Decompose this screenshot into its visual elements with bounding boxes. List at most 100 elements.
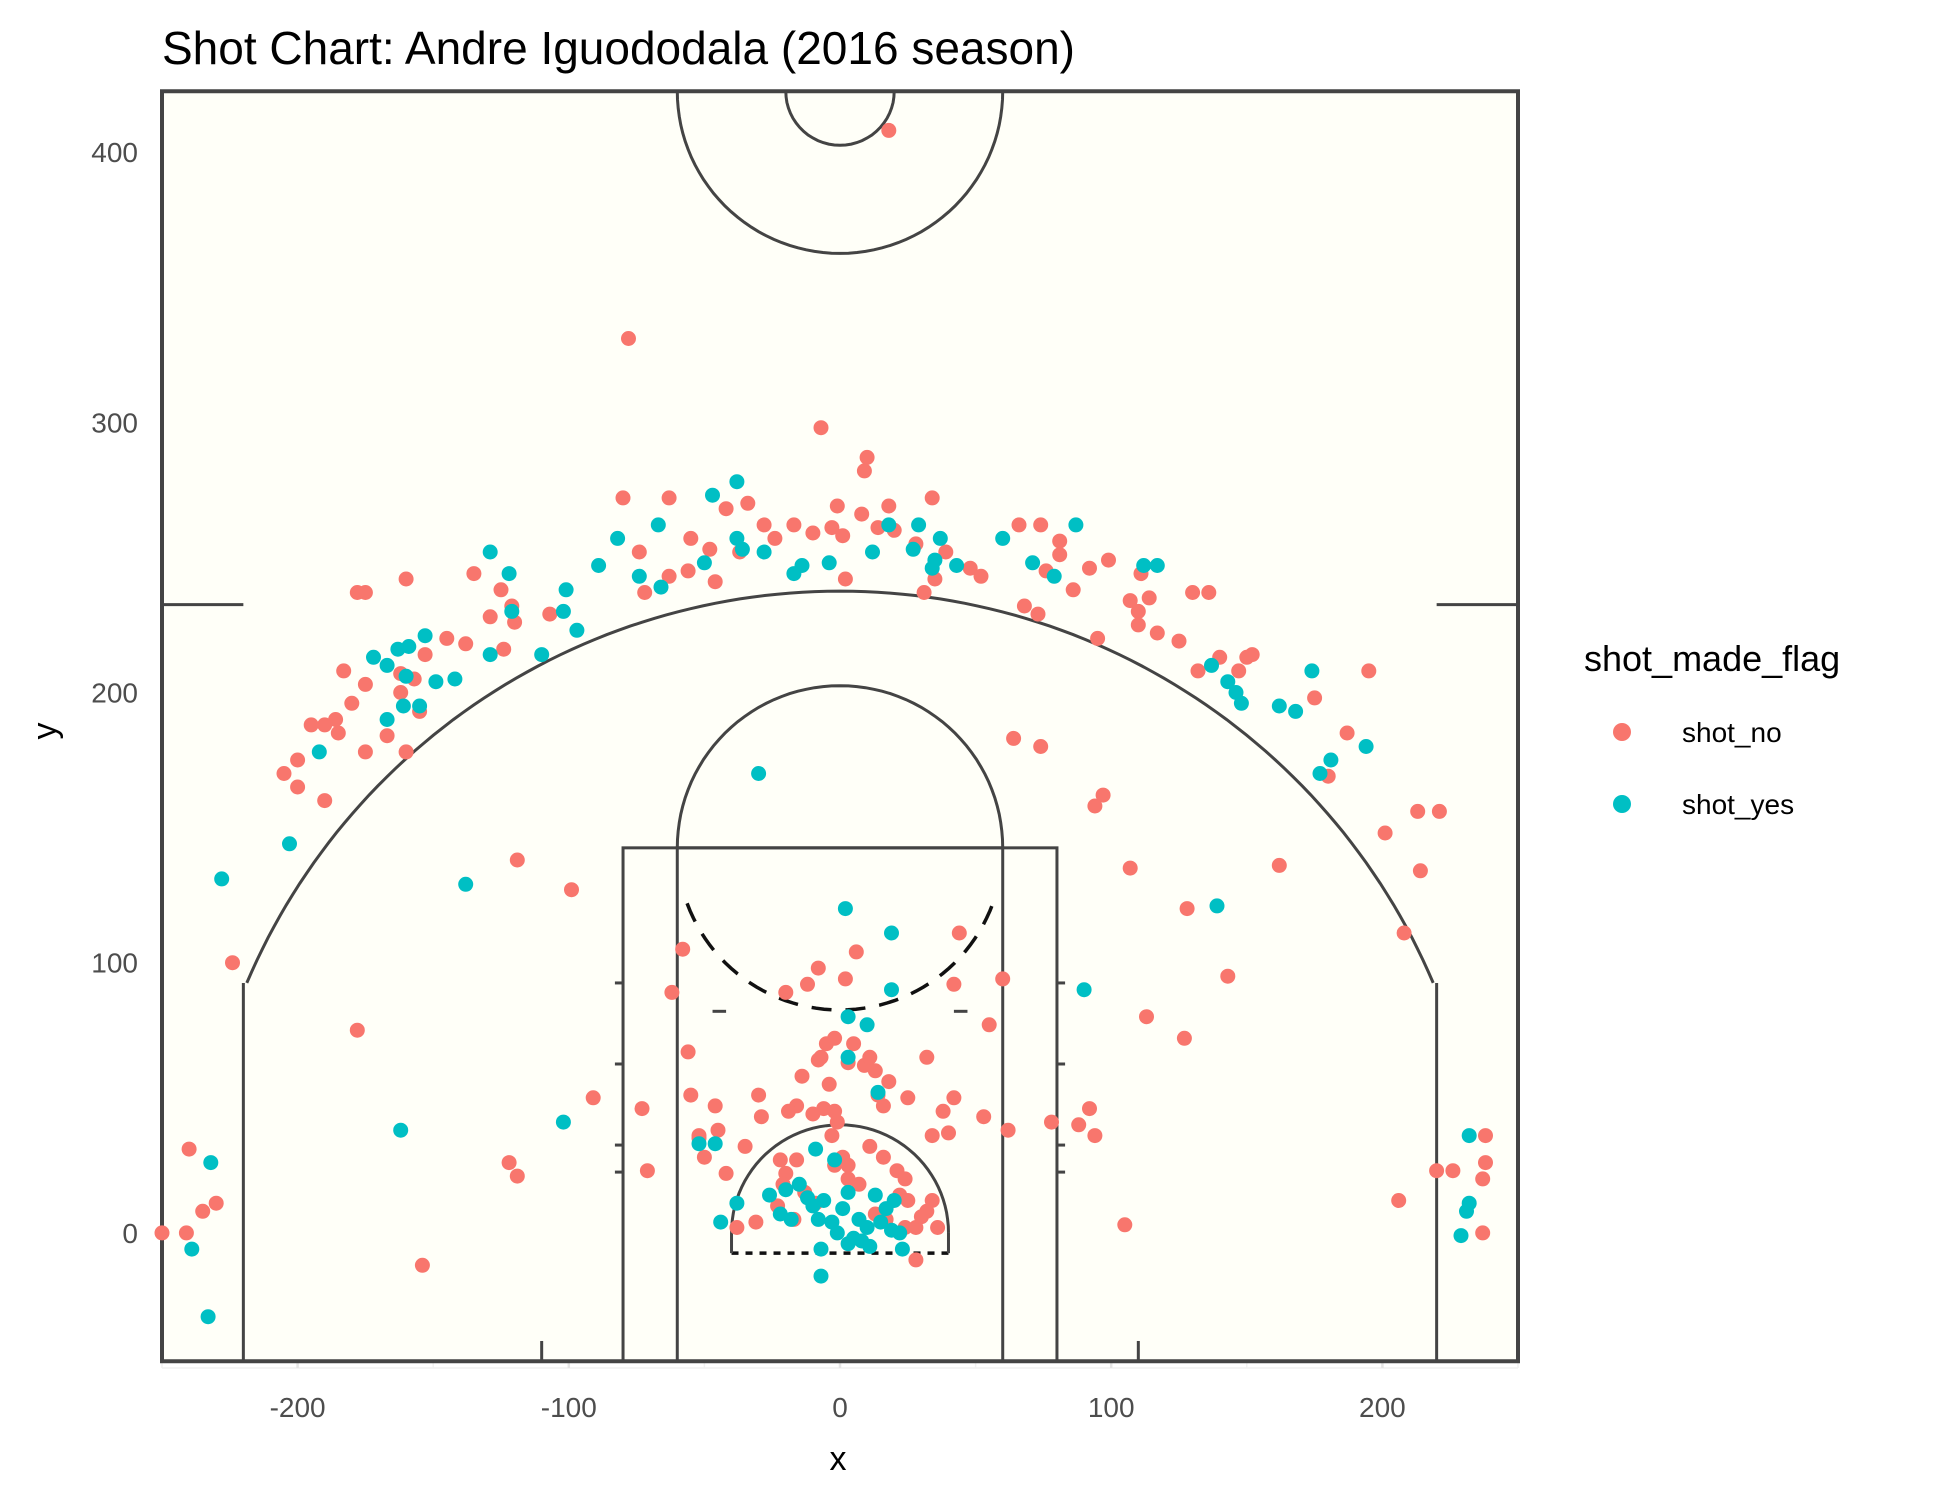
shot-point-made — [884, 982, 899, 997]
shot-point-made — [735, 542, 750, 557]
shot-point-missed — [1123, 861, 1138, 876]
shot-point-missed — [1391, 1193, 1406, 1208]
shot-point-missed — [1096, 788, 1111, 803]
shot-point-made — [447, 672, 462, 687]
shot-point-missed — [182, 1142, 197, 1157]
shot-point-missed — [781, 1104, 796, 1119]
shot-point-made — [811, 1212, 826, 1227]
shot-point-made — [792, 1177, 807, 1192]
shot-point-missed — [1031, 607, 1046, 622]
shot-point-missed — [350, 1023, 365, 1038]
shot-point-made — [1304, 663, 1319, 678]
shot-point-made — [214, 871, 229, 886]
shot-point-missed — [1429, 1163, 1444, 1178]
y-tick-label: 300 — [91, 407, 138, 438]
shot-point-missed — [681, 1044, 696, 1059]
x-tick-label: 200 — [1359, 1392, 1406, 1423]
shot-point-missed — [719, 501, 734, 516]
shot-point-missed — [1478, 1128, 1493, 1143]
shot-point-missed — [773, 1152, 788, 1167]
shot-point-made — [887, 1193, 902, 1208]
shot-point-missed — [640, 1163, 655, 1178]
x-tick-label: -200 — [270, 1392, 326, 1423]
shot-point-missed — [277, 766, 292, 781]
shot-point-missed — [925, 490, 940, 505]
shot-point-made — [393, 1123, 408, 1138]
shot-point-missed — [1066, 582, 1081, 597]
shot-point-made — [757, 545, 772, 560]
shot-point-missed — [458, 636, 473, 651]
shot-point-made — [862, 1239, 877, 1254]
shot-point-missed — [496, 642, 511, 657]
shot-point-missed — [1090, 631, 1105, 646]
legend: shot_made_flag shot_no shot_yes — [1584, 638, 1840, 820]
shot-point-missed — [740, 496, 755, 511]
shot-point-missed — [748, 1215, 763, 1230]
shot-point-missed — [900, 1090, 915, 1105]
shot-point-missed — [876, 1150, 891, 1165]
shot-point-made — [884, 926, 899, 941]
court-boundary — [162, 91, 1518, 1361]
shot-point-missed — [1131, 617, 1146, 632]
shot-point-missed — [1006, 731, 1021, 746]
shot-point-missed — [868, 1063, 883, 1078]
shot-point-missed — [946, 1090, 961, 1105]
shot-point-missed — [1397, 926, 1412, 941]
shot-point-missed — [702, 542, 717, 557]
shot-point-missed — [900, 1193, 915, 1208]
shot-point-made — [868, 1188, 883, 1203]
shot-point-made — [504, 604, 519, 619]
shot-point-missed — [925, 1128, 940, 1143]
shot-point-made — [569, 623, 584, 638]
shot-point-made — [830, 1225, 845, 1240]
shot-point-made — [892, 1225, 907, 1240]
shot-point-made — [927, 553, 942, 568]
shot-point-missed — [822, 1077, 837, 1092]
shot-point-missed — [1017, 599, 1032, 614]
shot-point-made — [1136, 558, 1151, 573]
shot-point-missed — [778, 985, 793, 1000]
shot-point-missed — [841, 1158, 856, 1173]
shot-point-missed — [1172, 634, 1187, 649]
shot-point-made — [692, 1136, 707, 1151]
shot-point-missed — [1177, 1031, 1192, 1046]
x-tick-label: -100 — [541, 1392, 597, 1423]
shot-point-made — [1025, 555, 1040, 570]
shot-point-missed — [290, 753, 305, 768]
shot-point-missed — [881, 1074, 896, 1089]
shot-point-missed — [857, 463, 872, 478]
shot-point-missed — [795, 1069, 810, 1084]
shot-point-missed — [860, 450, 875, 465]
shot-point-missed — [1139, 1009, 1154, 1024]
shot-point-missed — [805, 526, 820, 541]
shot-point-made — [933, 531, 948, 546]
shot-point-made — [762, 1188, 777, 1203]
shot-point-made — [816, 1193, 831, 1208]
shot-point-made — [729, 474, 744, 489]
shot-point-made — [380, 712, 395, 727]
shot-point-missed — [1191, 663, 1206, 678]
shot-point-missed — [681, 563, 696, 578]
shot-point-missed — [838, 971, 853, 986]
shot-point-missed — [637, 585, 652, 600]
shot-point-missed — [683, 1088, 698, 1103]
shot-point-made — [534, 647, 549, 662]
shot-point-missed — [830, 499, 845, 514]
shot-point-missed — [502, 1155, 517, 1170]
shot-point-missed — [914, 1209, 929, 1224]
legend-key-shot-no — [1613, 723, 1631, 741]
shot-point-missed — [1340, 726, 1355, 741]
shot-point-made — [814, 1269, 829, 1284]
shot-point-missed — [510, 853, 525, 868]
shot-point-made — [1272, 699, 1287, 714]
shot-point-made — [1454, 1228, 1469, 1243]
shot-point-made — [881, 517, 896, 532]
shot-point-missed — [814, 1050, 829, 1065]
shot-point-made — [1323, 753, 1338, 768]
shot-point-missed — [399, 572, 414, 587]
shot-point-missed — [827, 1031, 842, 1046]
shot-point-missed — [195, 1204, 210, 1219]
shot-point-made — [483, 545, 498, 560]
shot-point-missed — [876, 1098, 891, 1113]
shot-point-missed — [757, 517, 772, 532]
